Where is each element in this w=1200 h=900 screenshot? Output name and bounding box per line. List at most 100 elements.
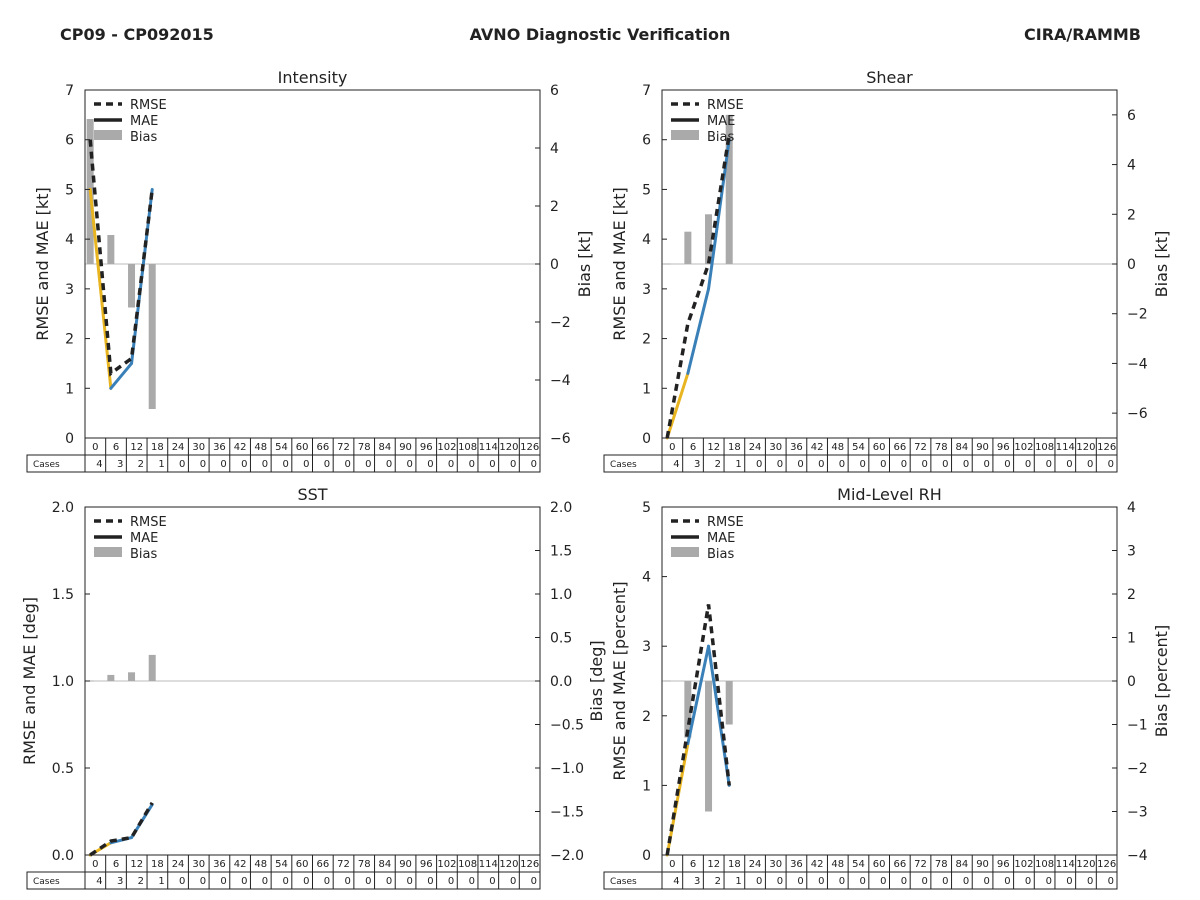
y2-tick-label: −2.0 (550, 848, 584, 864)
case-count: 0 (921, 876, 927, 887)
forecast-hour-label: 102 (1014, 442, 1033, 453)
y2-tick-label: −4 (550, 373, 571, 389)
forecast-hour-label: 114 (1056, 859, 1075, 870)
case-count: 2 (138, 876, 144, 887)
y-tick-label: 6 (642, 133, 651, 149)
legend-label: Bias (130, 130, 157, 145)
forecast-hour-label: 36 (213, 859, 226, 870)
case-count: 0 (365, 876, 371, 887)
y-tick-label: 0.5 (52, 761, 74, 777)
forecast-hour-label: 66 (316, 442, 329, 453)
case-count: 0 (469, 876, 475, 887)
forecast-hour-label: 18 (151, 442, 164, 453)
forecast-hour-label: 66 (316, 859, 329, 870)
case-count: 0 (407, 459, 413, 470)
forecast-hour-label: 96 (997, 859, 1010, 870)
forecast-hour-label: 42 (811, 859, 824, 870)
case-count: 0 (859, 459, 865, 470)
forecast-hour-label: 54 (852, 442, 865, 453)
case-count: 0 (427, 876, 433, 887)
case-count: 0 (1025, 876, 1031, 887)
y-tick-label: 0 (65, 431, 74, 447)
forecast-hour-label: 6 (113, 442, 119, 453)
forecast-hour-label: 108 (458, 859, 477, 870)
y-tick-label: 6 (65, 133, 74, 149)
y-tick-label: 2 (65, 332, 74, 348)
bias-bar (107, 674, 115, 681)
case-count: 0 (1025, 459, 1031, 470)
case-count: 0 (303, 459, 309, 470)
case-count: 0 (510, 459, 516, 470)
forecast-hour-label: 72 (914, 442, 927, 453)
case-count: 0 (489, 459, 495, 470)
y2-axis-label: Bias [percent] (1152, 625, 1171, 737)
case-count: 0 (797, 876, 803, 887)
y-tick-label: 0 (642, 848, 651, 864)
cases-label: Cases (610, 460, 637, 470)
forecast-hour-label: 84 (956, 442, 969, 453)
bias-bar (86, 680, 94, 682)
y2-tick-label: −6 (1127, 406, 1148, 422)
y-tick-label: 4 (65, 232, 74, 248)
y-axis-label: RMSE and MAE [percent] (610, 581, 629, 780)
y-tick-label: 2 (642, 709, 651, 725)
case-count: 3 (694, 459, 700, 470)
case-count: 0 (1066, 459, 1072, 470)
legend-label: RMSE (130, 515, 167, 530)
cases-table: Cases04631221812403003604204805406006607… (603, 854, 1118, 890)
mae-line-segment (665, 371, 690, 440)
y2-tick-label: −6 (550, 431, 571, 447)
case-count: 0 (365, 459, 371, 470)
bias-bar (684, 681, 692, 738)
case-count: 1 (735, 876, 741, 887)
forecast-hour-label: 90 (399, 442, 412, 453)
bias-bar (663, 680, 671, 682)
bias-bar (684, 231, 692, 264)
y-tick-label: 3 (642, 282, 651, 298)
forecast-hour-label: 126 (520, 442, 539, 453)
forecast-hour-label: 78 (358, 859, 371, 870)
forecast-hour-label: 0 (669, 859, 675, 870)
cases-row (26, 871, 541, 890)
forecast-hour-label: 24 (749, 442, 762, 453)
case-count: 0 (963, 459, 969, 470)
forecast-hour-label: 0 (92, 442, 98, 453)
forecast-hour-label: 18 (728, 859, 741, 870)
case-count: 0 (200, 876, 206, 887)
case-count: 0 (386, 459, 392, 470)
forecast-hour-label: 114 (479, 859, 498, 870)
bias-bar (725, 681, 733, 725)
rmse-line (665, 134, 731, 439)
case-count: 2 (138, 459, 144, 470)
mae-line-segment (88, 187, 113, 390)
forecast-hour-label: 6 (113, 859, 119, 870)
y2-tick-label: −4 (1127, 848, 1148, 864)
forecast-hour-label: 30 (192, 442, 205, 453)
case-count: 0 (942, 459, 948, 470)
y-tick-label: 1 (65, 381, 74, 397)
header-storm-id: CP09 - CP092015 (60, 25, 214, 44)
cases-row (26, 454, 541, 473)
forecast-hour-label: 84 (379, 859, 392, 870)
case-count: 0 (880, 876, 886, 887)
mae-line-segment (686, 287, 711, 375)
case-count: 2 (715, 876, 721, 887)
cases-table: Cases04631221812403003604204805406006607… (26, 854, 541, 890)
forecast-hour-label: 42 (811, 442, 824, 453)
forecast-hour-label: 30 (192, 859, 205, 870)
case-count: 0 (303, 876, 309, 887)
forecast-hour-label: 60 (296, 442, 309, 453)
forecast-hour-label: 72 (914, 859, 927, 870)
case-count: 0 (984, 459, 990, 470)
y2-tick-label: 1 (1127, 631, 1136, 647)
header-title: AVNO Diagnostic Verification (469, 25, 731, 44)
case-count: 0 (839, 876, 845, 887)
header-organization: CIRA/RAMMB (1024, 25, 1141, 44)
bias-bar (725, 114, 733, 264)
case-count: 0 (777, 459, 783, 470)
forecast-hour-label: 6 (690, 859, 696, 870)
forecast-hour-label: 54 (275, 859, 288, 870)
